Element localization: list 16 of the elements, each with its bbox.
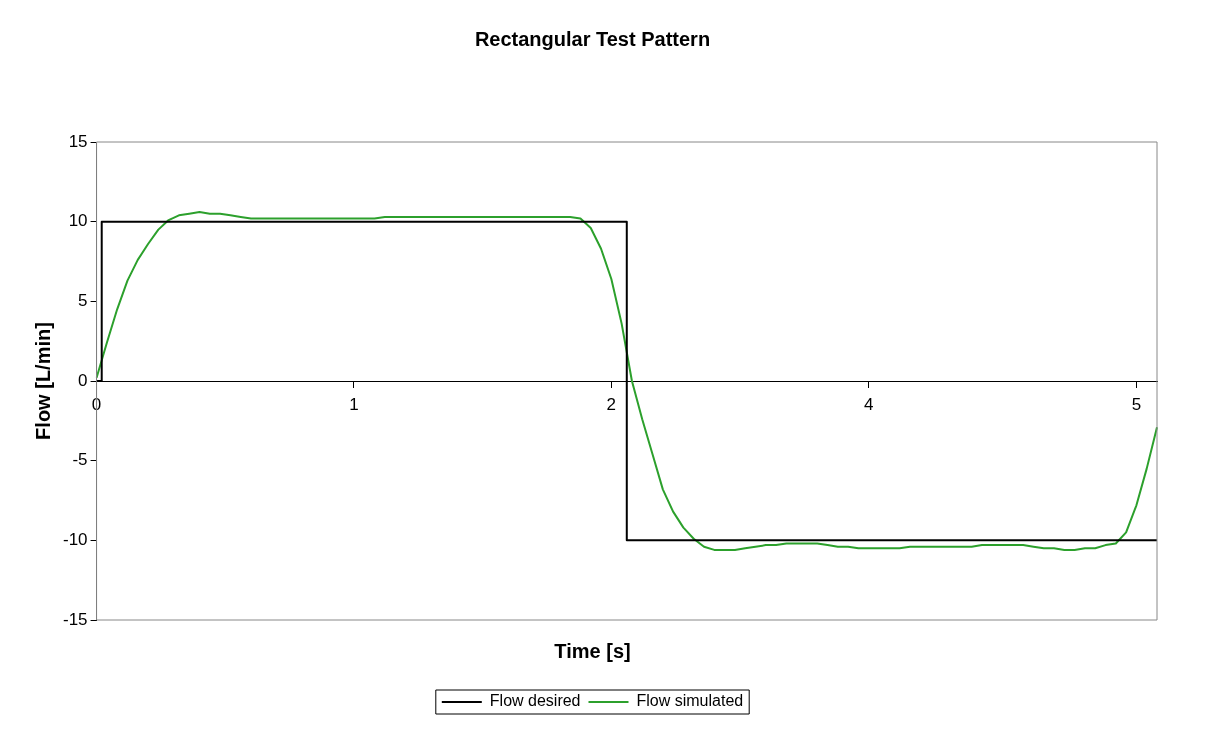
y-tick-label: 5 — [78, 291, 88, 311]
legend-label: Flow desired — [489, 692, 581, 710]
x-tick-label: 4 — [863, 394, 874, 414]
y-tick-label: 15 — [68, 131, 88, 151]
legend-label: Flow simulated — [636, 692, 744, 710]
y-axis-title: Flow [L/min] — [31, 322, 54, 440]
x-axis-title: Time [s] — [554, 639, 631, 662]
y-tick-label: -5 — [72, 450, 88, 470]
y-tick-label: 0 — [78, 370, 88, 390]
x-tick-label: 2 — [606, 394, 617, 414]
x-tick-label: 5 — [1131, 394, 1142, 414]
x-tick-label: 1 — [349, 394, 359, 414]
y-tick-label: 10 — [68, 211, 88, 231]
y-tick-label: -15 — [62, 609, 88, 629]
chart-title: Rectangular Test Pattern — [474, 27, 711, 50]
y-tick-label: -10 — [62, 530, 88, 550]
